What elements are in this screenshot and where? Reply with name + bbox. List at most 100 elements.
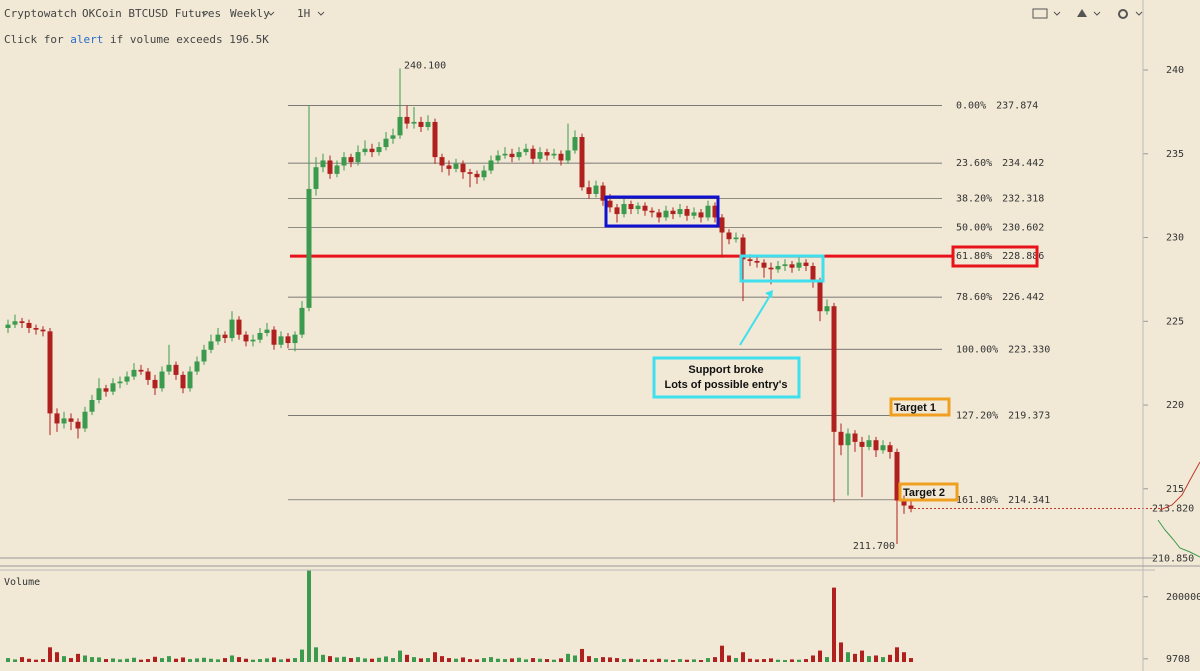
draw-icon[interactable] (1077, 9, 1087, 17)
fib-ratio: 161.80% (956, 495, 998, 506)
callout-arrow (739, 293, 772, 346)
volume-bar (909, 658, 913, 662)
interval-select[interactable]: 1H (297, 7, 310, 20)
volume-bar (265, 658, 269, 662)
volume-bar (811, 655, 815, 662)
volume-bar (356, 657, 360, 662)
fib-ratio: 78.60% (956, 292, 992, 303)
candle-body (306, 188, 312, 308)
candle-body (159, 371, 165, 389)
candle-body (775, 266, 781, 270)
candle-body (642, 205, 648, 211)
volume-bar (454, 658, 458, 662)
volume-bar (363, 658, 367, 662)
fib-label: 127.20% 219.373 (956, 411, 1050, 422)
volume-bar (69, 658, 73, 662)
volume-bar (335, 657, 339, 662)
callout-text: Lots of possible entry's (664, 379, 787, 391)
fib-value: 219.373 (1008, 411, 1050, 422)
volume-bar (223, 658, 227, 662)
candle-body (551, 153, 557, 156)
market-select[interactable]: OKCoin BTCUSD Futures (82, 7, 221, 20)
fib-label: 38.20% 232.318 (956, 194, 1044, 205)
candle-body (495, 155, 501, 161)
volume-bar (888, 654, 892, 662)
candle-body (460, 163, 466, 173)
candle-body (327, 160, 333, 174)
candle-body (180, 374, 186, 389)
volume-bar (713, 657, 717, 662)
candle-body (432, 121, 438, 158)
volume-bar (685, 659, 689, 662)
volume-bar (643, 659, 647, 662)
candle-body (138, 369, 144, 372)
volume-bar (874, 655, 878, 662)
volume-bar (510, 658, 514, 662)
candle-body (222, 334, 228, 339)
candle-body (19, 321, 25, 323)
candle-body (215, 334, 221, 342)
candle-body (68, 418, 74, 422)
volume-bar (202, 657, 206, 662)
keyboard-icon[interactable] (1032, 8, 1048, 19)
candle-body (670, 210, 676, 215)
candle-body (614, 207, 620, 215)
volume-bar (461, 657, 465, 662)
candle-body (201, 349, 207, 362)
volume-bar (475, 659, 479, 662)
fib-value: 228.886 (1002, 251, 1044, 262)
candle-body (635, 205, 641, 210)
support-box (739, 254, 825, 283)
volume-bar (139, 659, 143, 662)
candle-body (852, 433, 858, 442)
fib-label: 50.00% 230.602 (956, 222, 1044, 233)
callout-box (652, 356, 801, 399)
high-label: 240.100 (404, 60, 446, 71)
candle-body (33, 327, 39, 330)
y-tick-label: 225 (1166, 316, 1184, 327)
period-select[interactable]: Weekly (230, 7, 270, 20)
candle-body (859, 441, 865, 447)
candle-body (579, 137, 585, 188)
volume-bar (531, 658, 535, 662)
volume-bar (433, 652, 437, 662)
volume-bar (832, 587, 836, 662)
side-trace (1157, 519, 1200, 558)
callout-text: Support broke (688, 364, 763, 376)
volume-bar (839, 642, 843, 662)
candle-body (40, 329, 46, 332)
volume-bar (160, 658, 164, 662)
volume-bar (251, 659, 255, 662)
side-trace (1159, 461, 1200, 511)
volume-bar (447, 658, 451, 662)
volume-bar (545, 659, 549, 662)
candle-body (355, 152, 361, 163)
candle-body (61, 418, 67, 424)
fib-value: 232.318 (1002, 194, 1044, 205)
candle-body (656, 212, 662, 218)
volume-bar (846, 652, 850, 662)
volume-bar (405, 654, 409, 662)
volume-bar (167, 656, 171, 662)
fib-value: 214.341 (1008, 495, 1050, 506)
fib-value: 230.602 (1002, 222, 1044, 233)
candle-body (901, 500, 907, 506)
volume-bar (825, 657, 829, 662)
brand[interactable]: Cryptowatch (4, 7, 77, 20)
volume-bar (783, 660, 787, 662)
volume-bar (573, 655, 577, 662)
candle-body (75, 421, 81, 429)
candle-body (481, 170, 487, 178)
candle-body (47, 331, 53, 414)
volume-bar (853, 653, 857, 662)
alert-link[interactable]: alert (70, 33, 103, 46)
volume-bar (398, 650, 402, 662)
low-label: 211.700 (853, 541, 895, 552)
settings-icon[interactable] (1118, 9, 1128, 19)
candle-body (320, 160, 326, 168)
volume-bar (342, 656, 346, 662)
fib-ratio: 127.20% (956, 411, 998, 422)
candle-body (663, 210, 669, 218)
volume-bar (755, 659, 759, 662)
